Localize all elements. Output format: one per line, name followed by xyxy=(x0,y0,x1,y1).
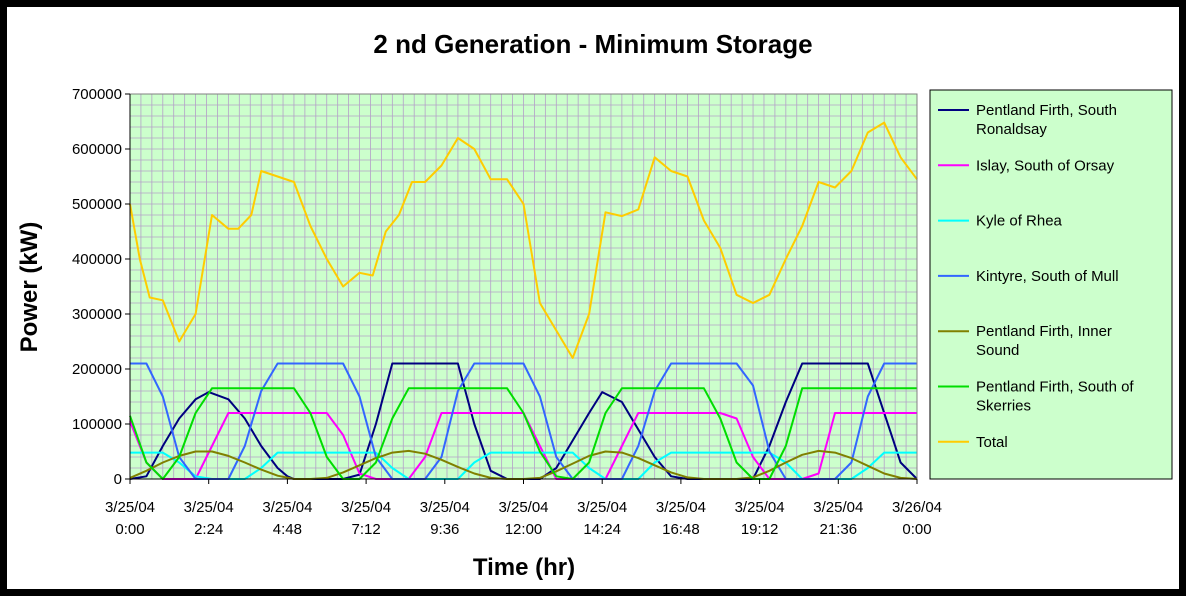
legend-label: Sound xyxy=(976,342,1019,359)
x-tick-time: 0:00 xyxy=(902,521,931,538)
legend-label: Pentland Firth, Inner xyxy=(976,323,1112,340)
x-tick-time: 16:48 xyxy=(662,521,700,538)
series-layer xyxy=(129,121,918,480)
x-tick-date: 3/26/04 xyxy=(892,499,942,516)
legend-label: Pentland Firth, South xyxy=(976,102,1117,119)
legend-label: Total xyxy=(976,434,1008,451)
y-tick-label: 0 xyxy=(114,471,122,488)
y-tick-label: 200000 xyxy=(72,361,122,378)
y-tick-label: 400000 xyxy=(72,251,122,268)
x-tick-date: 3/25/04 xyxy=(420,499,470,516)
series-line-3 xyxy=(130,451,917,480)
x-tick-time: 4:48 xyxy=(273,521,302,538)
x-tick-date: 3/25/04 xyxy=(262,499,312,516)
x-tick-date: 3/25/04 xyxy=(577,499,627,516)
gridlines xyxy=(130,94,917,479)
x-tick-time: 7:12 xyxy=(351,521,380,538)
x-tick-time: 2:24 xyxy=(194,521,223,538)
legend-label: Kintyre, South of Mull xyxy=(976,268,1119,285)
legend-label: Ronaldsay xyxy=(976,121,1047,138)
legend: Pentland Firth, South Ronaldsay Islay, Sou… xyxy=(929,89,1173,480)
series-line-7 xyxy=(129,121,918,359)
x-axis-title: Time (hr) xyxy=(473,554,575,581)
chart-svg: 2 nd Generation - Minimum Storage 0 10000… xyxy=(16,29,1173,581)
x-tick-time: 19:12 xyxy=(741,521,779,538)
x-tick-time: 14:24 xyxy=(583,521,621,538)
legend-label: Islay, South of Orsay xyxy=(976,157,1115,174)
x-tick-date: 3/25/04 xyxy=(498,499,548,516)
legend-label: Kyle of Rhea xyxy=(976,213,1063,230)
x-tick-date: 3/25/04 xyxy=(105,499,155,516)
chart-title: 2 nd Generation - Minimum Storage xyxy=(373,29,812,59)
x-tick-date: 3/25/04 xyxy=(184,499,234,516)
legend-label: Skerries xyxy=(976,398,1031,415)
legend-label: Pentland Firth, South of xyxy=(976,379,1134,396)
series-line-6 xyxy=(129,387,917,480)
x-tick-date: 3/25/04 xyxy=(341,499,391,516)
x-tick-date: 3/25/04 xyxy=(656,499,706,516)
axes xyxy=(125,93,918,484)
x-tick-labels: 3/25/04 0:00 3/25/04 2:24 3/25/04 4:48 3/25/04… xyxy=(105,499,942,538)
legend-box xyxy=(929,89,1173,480)
x-tick-time: 12:00 xyxy=(505,521,543,538)
y-axis-title: Power (kW) xyxy=(16,222,43,353)
y-tick-label: 300000 xyxy=(72,306,122,323)
x-tick-date: 3/25/04 xyxy=(735,499,785,516)
y-tick-labels: 0 100000 200000 300000 400000 500000 600000 700… xyxy=(72,86,122,488)
y-tick-label: 700000 xyxy=(72,86,122,103)
x-tick-date: 3/25/04 xyxy=(813,499,863,516)
x-tick-time: 0:00 xyxy=(115,521,144,538)
x-tick-time: 21:36 xyxy=(820,521,858,538)
y-tick-label: 600000 xyxy=(72,141,122,158)
y-tick-label: 500000 xyxy=(72,196,122,213)
x-tick-time: 9:36 xyxy=(430,521,459,538)
y-tick-label: 100000 xyxy=(72,416,122,433)
chart-frame: 2 nd Generation - Minimum Storage 0 10000… xyxy=(7,7,1179,589)
